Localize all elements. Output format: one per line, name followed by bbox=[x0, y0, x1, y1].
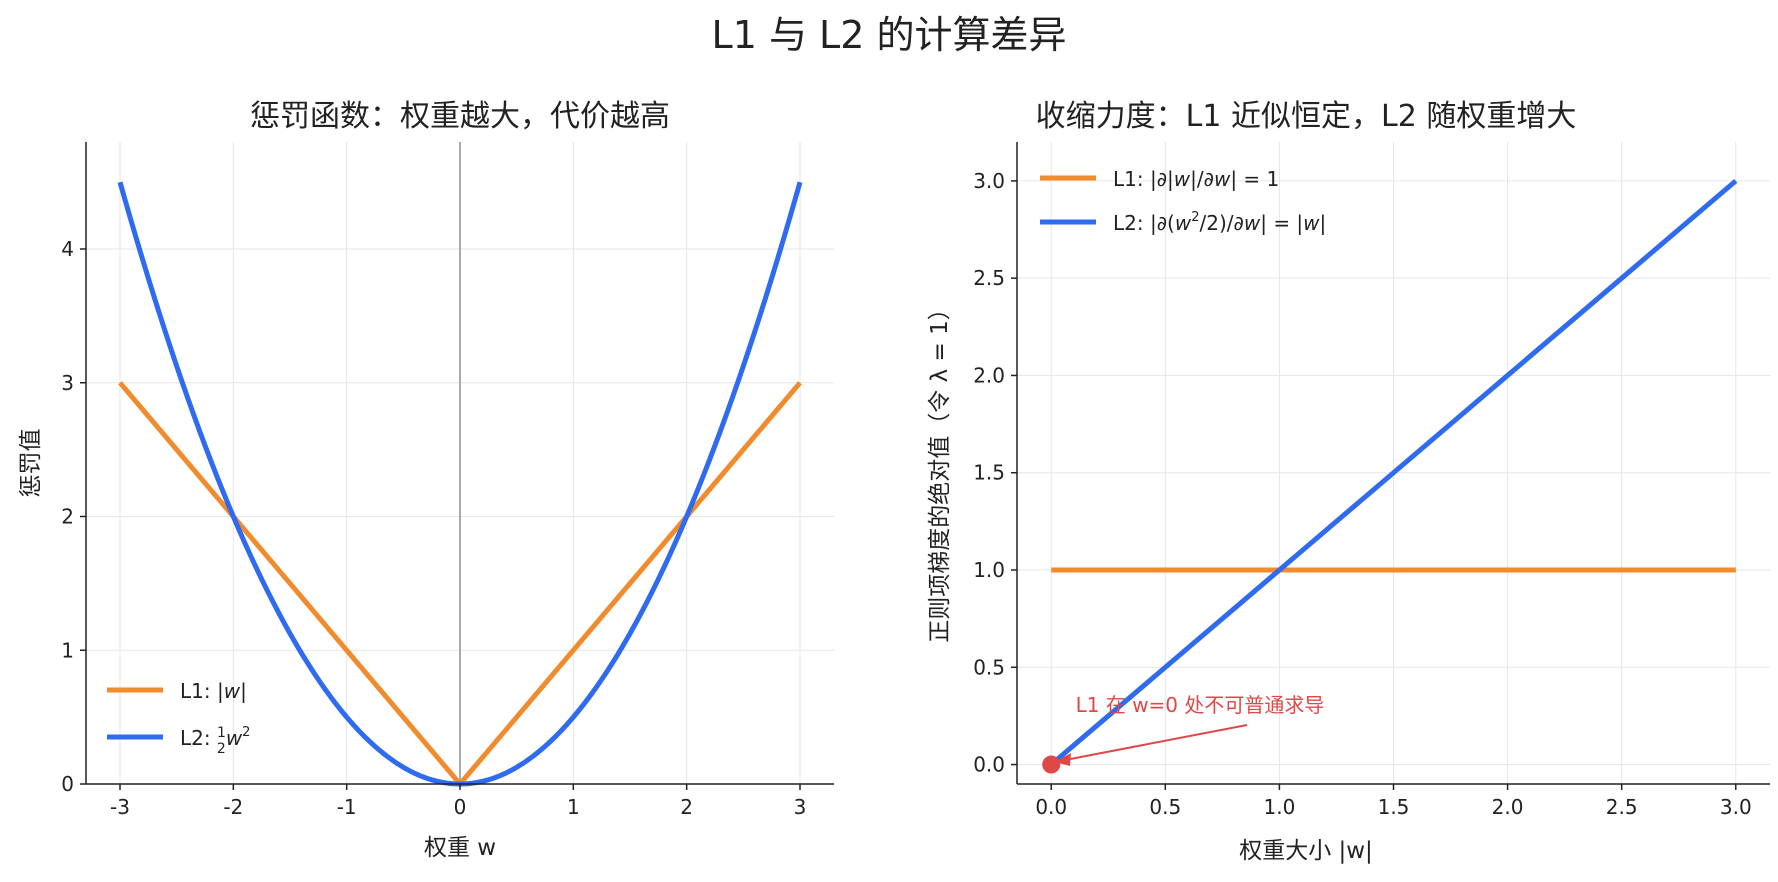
x-axis-label-penalty: 权重 w bbox=[424, 835, 496, 861]
legend-label-l1: L1: |w| bbox=[180, 679, 247, 703]
annotation-nondifferentiable: L1 在 w=0 处不可普通求导 bbox=[1042, 693, 1324, 774]
y-axis-label-penalty: 惩罚值 bbox=[18, 429, 44, 498]
x-tick-label: 1 bbox=[567, 795, 580, 819]
annotation-point bbox=[1042, 755, 1061, 774]
series-line-l2 bbox=[1049, 179, 1738, 767]
x-tick-label: 3 bbox=[794, 795, 807, 819]
x-tick-label: 0.5 bbox=[1149, 795, 1181, 819]
figure-title: L1 与 L2 的计算差异 bbox=[712, 13, 1067, 57]
legend-label-l2: L2: |∂(w2/2)/∂w| = |w| bbox=[1113, 210, 1326, 235]
y-tick-label: 3.0 bbox=[973, 169, 1005, 193]
x-tick-label: 0 bbox=[454, 795, 467, 819]
x-tick-label: -3 bbox=[110, 795, 130, 819]
legend-gradient: L1: |∂|w|/∂w| = 1 L2: |∂(w2/2)/∂w| = |w| bbox=[1040, 167, 1326, 235]
y-tick-label: 0.5 bbox=[973, 655, 1005, 679]
y-tick-label: 2 bbox=[61, 505, 74, 529]
x-tick-label: 2.0 bbox=[1492, 795, 1524, 819]
x-tick-label: -2 bbox=[223, 795, 243, 819]
x-tick-label: -1 bbox=[337, 795, 357, 819]
legend-label-l2: L2: 1 2w2 bbox=[180, 725, 250, 757]
y-tick-label: 2.5 bbox=[973, 266, 1005, 290]
annotation-text: L1 在 w=0 处不可普通求导 bbox=[1076, 693, 1325, 717]
x-tick-label: 2 bbox=[680, 795, 693, 819]
y-tick-label: 4 bbox=[61, 237, 74, 261]
x-axis-label-gradient: 权重大小 |w| bbox=[1239, 838, 1373, 864]
axes bbox=[80, 142, 834, 790]
chart-title-gradient: 收缩力度：L1 近似恒定，L2 随权重增大 bbox=[1036, 99, 1577, 134]
chart-title-penalty: 惩罚函数：权重越大，代价越高 bbox=[250, 99, 670, 134]
y-tick-label: 2.0 bbox=[973, 363, 1005, 387]
y-tick-label: 0 bbox=[61, 772, 74, 796]
y-tick-label: 1.0 bbox=[973, 558, 1005, 582]
legend-label-l1: L1: |∂|w|/∂w| = 1 bbox=[1113, 167, 1279, 191]
x-tick-label: 1.0 bbox=[1264, 795, 1296, 819]
x-tick-label: 1.5 bbox=[1378, 795, 1410, 819]
series-lines bbox=[1049, 179, 1738, 767]
x-tick-label: 0.0 bbox=[1035, 795, 1067, 819]
annotation-arrow bbox=[1059, 724, 1248, 762]
tick-labels: -3 -2 -1 0 1 2 3 0 1 2 3 4 bbox=[61, 237, 806, 819]
x-tick-label: 2.5 bbox=[1606, 795, 1638, 819]
y-tick-label: 3 bbox=[61, 371, 74, 395]
y-axis-label-gradient: 正则项梯度的绝对值（令 λ = 1） bbox=[927, 297, 953, 642]
x-tick-label: 3.0 bbox=[1720, 795, 1752, 819]
gradient-magnitude-chart: 0.0 0.5 1.0 1.5 2.0 2.5 3.0 0.0 0.5 1.0 1.5 2.0 2.5 3… bbox=[927, 99, 1770, 864]
legend-penalty: L1: |w| L2: 1 2w2 bbox=[107, 679, 250, 757]
grid-lines bbox=[1017, 142, 1770, 784]
y-tick-label: 1.5 bbox=[973, 461, 1005, 485]
y-tick-label: 1 bbox=[61, 638, 74, 662]
tick-labels: 0.0 0.5 1.0 1.5 2.0 2.5 3.0 0.0 0.5 1.0 1.5 2.0 2.5 3… bbox=[973, 169, 1751, 819]
y-tick-label: 0.0 bbox=[973, 753, 1005, 777]
axes bbox=[1011, 142, 1770, 790]
